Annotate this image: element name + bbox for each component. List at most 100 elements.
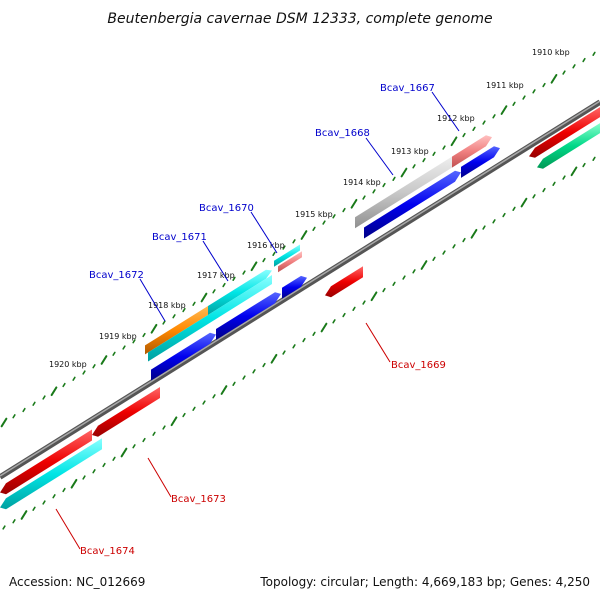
ruler-tick: [372, 189, 376, 194]
gene-bar-bcav-1670: [282, 275, 307, 299]
feature-grey-segment: [355, 156, 452, 229]
ruler-tick: [362, 195, 366, 200]
ruler-tick: [352, 306, 356, 311]
ruler-tick: [82, 370, 86, 375]
ruler-tick: [442, 145, 446, 150]
ruler-tick: [472, 126, 476, 131]
ruler-ticks: [0, 51, 596, 530]
ruler-tick: [262, 257, 266, 263]
ruler-tick: [492, 114, 496, 119]
accession-text: Accession: NC_012669: [9, 575, 145, 589]
ruler-tick: [300, 230, 308, 240]
gene-label-bcav-1667[interactable]: Bcav_1667: [380, 83, 435, 94]
gene-label-bcav-1674[interactable]: Bcav_1674: [80, 546, 135, 557]
ruler-tick: [302, 337, 306, 343]
gene-bar-bcav-1672: [151, 332, 216, 381]
ruler-tick: [342, 207, 346, 213]
ruler-tick: [212, 394, 216, 399]
ruler-tick: [270, 353, 278, 364]
ruler-label: 1915 kbp: [295, 210, 333, 219]
ruler-tick: [200, 292, 208, 303]
ruler-tick: [500, 105, 508, 115]
feature-pink-small: [278, 251, 302, 273]
ruler-tick: [182, 412, 186, 418]
ruler-tick: [470, 228, 478, 239]
ruler-tick: [542, 82, 546, 88]
ruler-tick: [432, 151, 436, 156]
topology-text: Topology: circular; Length: 4,669,183 bp…: [259, 575, 590, 589]
gene-bar-bcav-1669: [325, 266, 363, 298]
gene-label-bcav-1669[interactable]: Bcav_1669: [391, 360, 446, 371]
ruler-tick: [32, 506, 36, 511]
ruler-tick: [342, 312, 346, 318]
ruler-tick: [512, 206, 516, 211]
gene-label-bcav-1670[interactable]: Bcav_1670: [199, 203, 254, 214]
gene-bar-bcav-1667: [461, 146, 500, 178]
ruler-tick: [292, 239, 296, 244]
ruler-tick: [542, 187, 546, 193]
ruler-tick: [220, 385, 228, 395]
ruler-tick: [12, 414, 16, 419]
ruler-label: 1910 kbp: [532, 48, 570, 57]
gene-label-bcav-1668[interactable]: Bcav_1668: [315, 128, 370, 139]
feature-green-far: [537, 123, 600, 169]
ruler-tick: [320, 322, 328, 333]
ruler-tick: [152, 431, 156, 436]
ruler-tick: [432, 256, 436, 261]
ruler-label: 1920 kbp: [49, 360, 87, 369]
ruler-tick: [312, 331, 316, 336]
callout-line-bcav-1667: [431, 91, 460, 132]
ruler-tick: [192, 301, 196, 306]
ruler-tick: [222, 282, 226, 288]
ruler-label: 1918 kbp: [148, 301, 186, 310]
feature-cyan-segment: [208, 269, 272, 315]
ruler-tick: [562, 175, 566, 180]
ruler-tick: [172, 314, 176, 319]
ruler-tick: [520, 197, 528, 208]
ruler-tick: [132, 339, 136, 344]
ruler-tick: [370, 291, 378, 302]
ruler-tick: [122, 345, 126, 350]
ruler-tick: [532, 89, 536, 94]
ruler-tick: [312, 226, 316, 231]
ruler-tick: [102, 462, 106, 468]
gene-bar-bcav-1668: [364, 170, 461, 239]
ruler-label: 1912 kbp: [437, 114, 475, 123]
ruler-tick: [292, 344, 296, 349]
ruler-tick: [562, 70, 566, 75]
gene-label-bcav-1672[interactable]: Bcav_1672: [89, 270, 144, 281]
ruler-tick: [162, 320, 166, 325]
ruler-tick: [50, 386, 58, 397]
ruler-tick: [550, 73, 558, 84]
ruler-tick: [400, 167, 408, 178]
gene-callouts: Bcav_1667 Bcav_1668 Bcav_1669 Bcav_1670 Bcav…: [55, 83, 460, 557]
ruler-label: 1914 kbp: [343, 178, 381, 187]
ruler-label: 1916 kbp: [247, 241, 285, 250]
ruler-tick: [100, 355, 108, 365]
ruler-tick: [202, 400, 206, 405]
gene-bar-bcav-1673: [92, 387, 160, 437]
ruler-tick: [282, 350, 286, 355]
ruler-tick: [182, 307, 186, 313]
backbone-highlight: [0, 100, 600, 477]
ruler-tick: [62, 382, 66, 388]
ruler-tick: [132, 444, 136, 449]
ruler-tick: [92, 469, 96, 474]
ruler-tick: [442, 250, 446, 255]
backbone-line: [0, 99, 600, 480]
ruler-tick: [582, 57, 586, 63]
ruler-label: 1917 kbp: [197, 271, 235, 280]
ruler-tick: [22, 407, 26, 413]
gene-label-bcav-1673[interactable]: Bcav_1673: [171, 494, 226, 505]
ruler-tick: [72, 376, 76, 381]
ruler-tick: [402, 275, 406, 280]
gene-label-bcav-1671[interactable]: Bcav_1671: [152, 232, 207, 243]
ruler-tick: [52, 494, 56, 499]
ruler-tick: [592, 51, 596, 56]
gene-bar-bcav-1674: [0, 438, 102, 510]
ruler-tick: [142, 437, 146, 443]
ruler-tick: [350, 198, 358, 209]
ruler-tick: [170, 416, 178, 427]
feature-red-edge: [0, 429, 92, 495]
